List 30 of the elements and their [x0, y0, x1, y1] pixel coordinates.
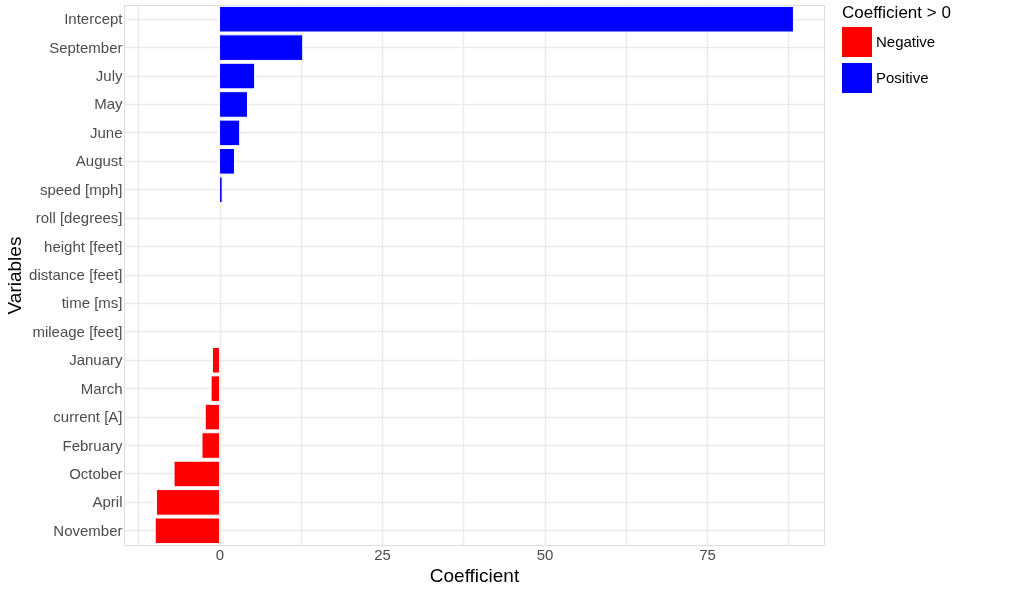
x-tick-label: 25	[374, 545, 391, 563]
y-tick-label: Intercept	[64, 10, 124, 28]
y-tick-label: April	[92, 493, 123, 511]
y-tick-label: current [A]	[53, 408, 123, 426]
y-tick-label: June	[89, 123, 123, 141]
x-tick-label: 0	[215, 545, 225, 563]
x-tick-label: 50	[536, 545, 554, 563]
y-tick-label: February	[62, 436, 123, 454]
legend-label: Positive	[876, 69, 929, 86]
y-tick-label: roll [degrees]	[35, 209, 123, 227]
y-axis-title: Variables	[4, 236, 26, 315]
bar	[219, 62, 256, 90]
y-tick-label: July	[95, 67, 123, 85]
bar	[173, 460, 221, 488]
y-tick-label: August	[75, 152, 124, 170]
y-tick-label: January	[69, 351, 123, 369]
y-tick-label: height [feet]	[44, 237, 123, 255]
y-tick-label: March	[80, 379, 123, 397]
x-tick-label: 75	[699, 545, 716, 563]
y-tick-label: mileage [feet]	[32, 322, 123, 340]
y-tick-label: May	[94, 95, 123, 113]
y-tick-label: speed [mph]	[39, 180, 123, 198]
x-axis-title: Coefficient	[429, 564, 520, 586]
y-tick-label: September	[49, 38, 123, 56]
y-tick-label: distance [feet]	[29, 266, 123, 283]
y-tick-label: October	[69, 464, 123, 482]
legend-title: Coefficient > 0	[842, 3, 951, 22]
legend-label: Negative	[876, 33, 936, 50]
y-tick-label: time [ms]	[61, 294, 123, 312]
y-tick-label: November	[53, 521, 123, 539]
